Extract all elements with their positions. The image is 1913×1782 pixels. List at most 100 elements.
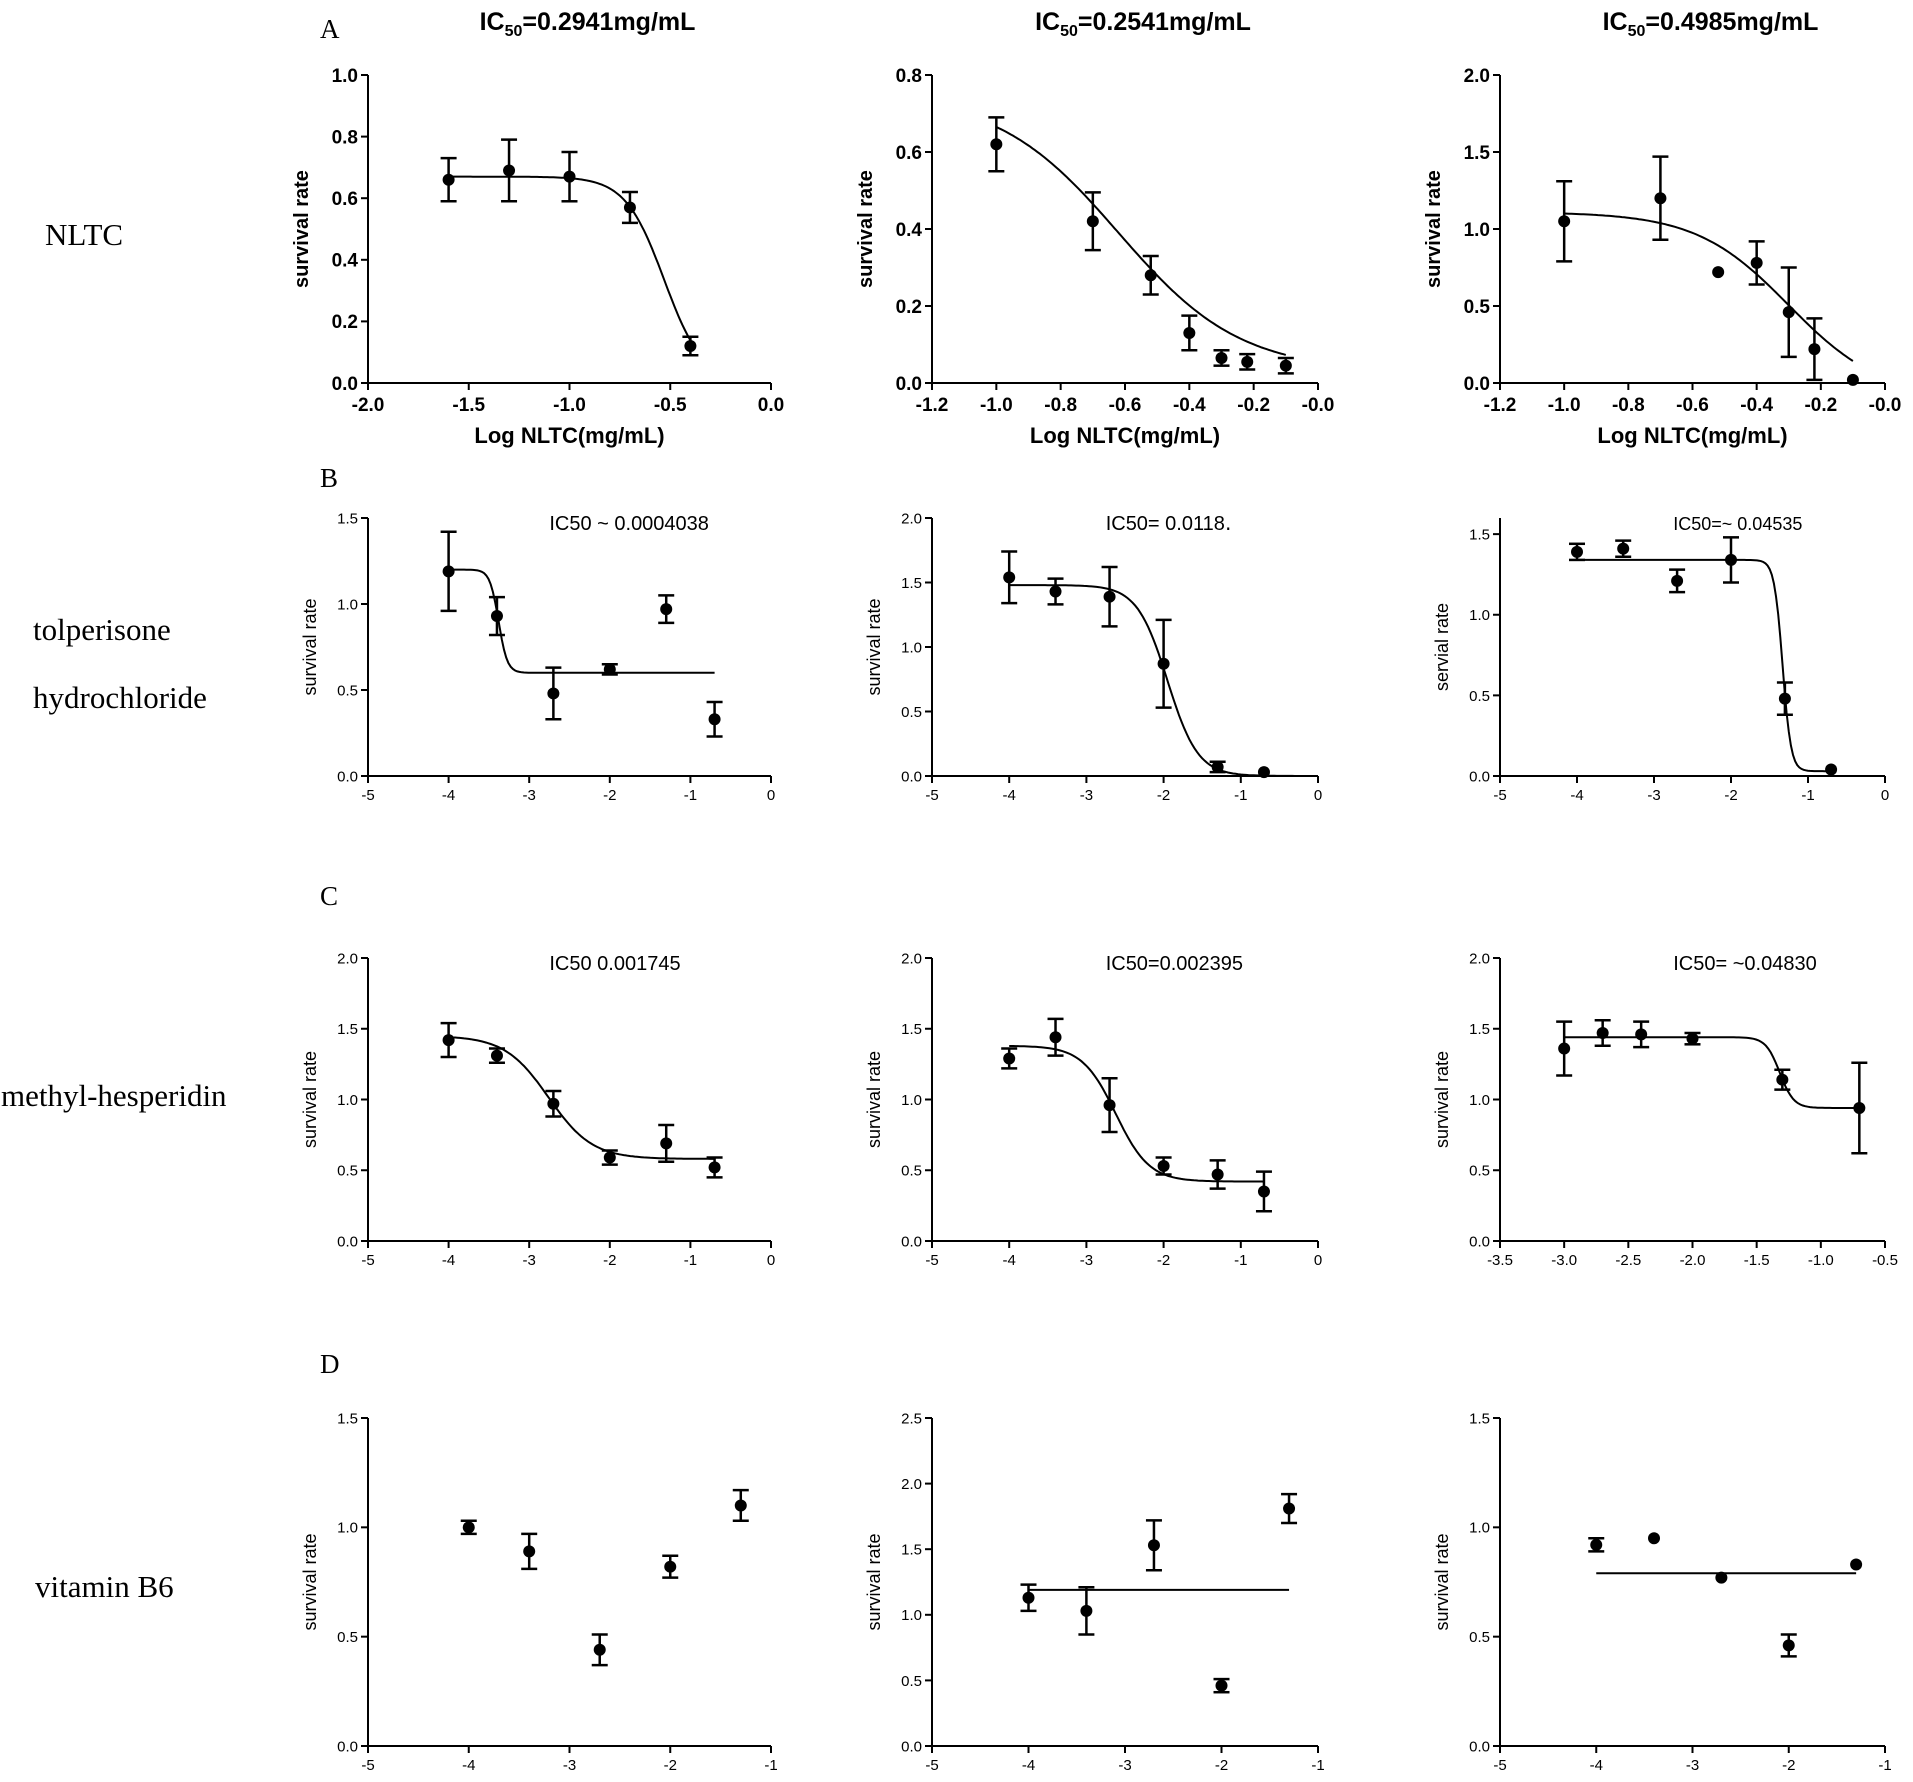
x-tick-label: -3 [1080, 1252, 1093, 1269]
y-tick-label: 0.5 [337, 682, 358, 699]
x-tick-label: -5 [361, 1252, 374, 1269]
x-tick-label: -4 [1003, 1252, 1016, 1269]
y-tick-label: 0.0 [1464, 374, 1490, 395]
ic50-annotation: IC50= ~0.04830 [1673, 953, 1816, 975]
y-tick-label: 0.0 [337, 1233, 358, 1250]
chart-2-1: 0.0 0.5 1.0 1.5 -5 -4 -3 -2 -1 0 survival rate IC50… [300, 510, 775, 804]
x-axis-label: Log NLTC(mg/mL) [1597, 423, 1787, 448]
chart-2-2: 0.0 0.5 1.0 1.5 2.0 -5 -4 -3 -2 -1 0 survival rate I… [864, 510, 1322, 804]
fit-curve [995, 126, 1287, 356]
x-tick-label: -3 [1686, 1757, 1699, 1774]
data-point [1635, 1028, 1648, 1041]
data-point [1257, 1185, 1270, 1198]
fit-curve [1564, 1036, 1860, 1109]
x-tick-label: -1 [684, 787, 697, 804]
data-point [1808, 343, 1821, 356]
x-tick-label: -1.2 [1484, 395, 1517, 416]
data-point [1257, 766, 1270, 779]
data-point [1283, 1502, 1296, 1515]
x-tick-label: -1.0 [980, 395, 1013, 416]
data-point [1750, 256, 1763, 269]
x-tick-label: -0.6 [1676, 395, 1709, 416]
x-tick-label: -1 [1234, 787, 1247, 804]
panel-letter-d: D [320, 1349, 340, 1379]
data-point [1558, 1042, 1571, 1055]
y-axis-label: survival rate [864, 598, 884, 695]
y-tick-label: 0.0 [901, 1738, 922, 1755]
y-tick-label: 1.5 [901, 1542, 922, 1559]
data-point [660, 603, 673, 616]
y-tick-label: 1.5 [1464, 143, 1491, 164]
data-point [490, 1049, 503, 1062]
y-tick-label: 1.0 [1469, 1520, 1490, 1537]
data-point [1157, 657, 1170, 670]
x-tick-label: -1 [684, 1252, 697, 1269]
data-point [1049, 1031, 1062, 1044]
y-tick-label: 0.5 [901, 1673, 922, 1690]
y-tick-label: 1.0 [337, 596, 358, 613]
chart-1-1: 0.0 0.2 0.4 0.6 0.8 1.0 -2.0 -1.5 -1.0 -0.5 0.0 sur… [291, 8, 784, 448]
y-tick-label: 0.5 [337, 1629, 358, 1646]
x-tick-label: -2 [664, 1757, 677, 1774]
data-point [623, 201, 636, 214]
y-tick-label: 0.2 [332, 312, 358, 333]
y-tick-label: 2.0 [337, 950, 358, 967]
x-tick-label: -0.6 [1109, 395, 1142, 416]
data-point [1157, 1160, 1170, 1173]
y-tick-label: 1.5 [1469, 1021, 1490, 1038]
data-point [1853, 1101, 1866, 1114]
y-tick-label: 1.0 [332, 66, 358, 87]
chart-1-2: 0.0 0.2 0.4 0.6 0.8 -1.2 -1.0 -0.8 -0.6 -0.4 -0.2 -… [855, 8, 1334, 448]
y-tick-label: 2.0 [1469, 950, 1490, 967]
x-tick-label: -1 [1234, 1252, 1247, 1269]
x-tick-label: -3 [1647, 787, 1660, 804]
x-tick-label: 0 [1314, 787, 1322, 804]
y-tick-label: 1.5 [337, 1410, 358, 1427]
x-tick-label: 0 [767, 1252, 775, 1269]
y-tick-label: 0.0 [901, 1233, 922, 1250]
x-tick-label: -5 [925, 1252, 938, 1269]
panel-letter-a: A [320, 14, 340, 44]
y-axis-label: survival rate [300, 1051, 320, 1148]
data-point [1215, 1679, 1228, 1692]
chart-3-3: 0.0 0.5 1.0 1.5 2.0 -3.5 -3.0 -2.5 -2.0 -1.5 -1.0 -… [1432, 950, 1898, 1269]
y-tick-label: 1.5 [1469, 1410, 1490, 1427]
x-tick-label: -0.8 [1044, 395, 1077, 416]
x-axis-label: Log NLTC(mg/mL) [474, 423, 664, 448]
data-point [1558, 215, 1571, 228]
fit-curve [448, 1036, 715, 1160]
y-axis-label: survival rate [864, 1533, 884, 1630]
y-tick-label: 0.0 [1469, 768, 1490, 785]
ic50-annotation: IC50= 0.0118․ [1106, 513, 1232, 535]
data-point [1686, 1032, 1699, 1045]
data-point [442, 565, 455, 578]
y-tick-label: 1.0 [901, 1092, 922, 1109]
y-tick-label: 2.0 [901, 510, 922, 527]
data-point [547, 1097, 560, 1110]
y-axis-label: survival rate [1432, 1051, 1452, 1148]
x-tick-label: -5 [361, 787, 374, 804]
data-point [1183, 326, 1196, 339]
x-tick-label: -3 [1118, 1757, 1131, 1774]
x-tick-label: -1.0 [553, 395, 586, 416]
data-point [1617, 542, 1630, 555]
y-axis-label: survival rate [1423, 170, 1445, 288]
data-point [1776, 1073, 1789, 1086]
x-tick-label: -3 [523, 1252, 536, 1269]
ic50-annotation: IC50=0.002395 [1106, 953, 1243, 975]
data-point [734, 1499, 747, 1512]
data-point [1022, 1591, 1035, 1604]
data-point [603, 1151, 616, 1164]
data-point [490, 610, 503, 623]
data-point [1782, 1639, 1795, 1652]
row-label: methyl-hesperidin [1, 1078, 227, 1113]
data-point [1846, 373, 1859, 386]
y-tick-label: 1.0 [1469, 1092, 1490, 1109]
x-tick-label: 0 [767, 787, 775, 804]
x-tick-label: -4 [1003, 787, 1016, 804]
chart-2-3: 0.0 0.5 1.0 1.5 -5 -4 -3 -2 -1 0 servial rate IC50=… [1432, 514, 1889, 804]
y-tick-label: 0.5 [337, 1163, 358, 1180]
x-tick-label: -3 [563, 1757, 576, 1774]
data-point [1211, 760, 1224, 773]
x-tick-label: -5 [361, 1757, 374, 1774]
